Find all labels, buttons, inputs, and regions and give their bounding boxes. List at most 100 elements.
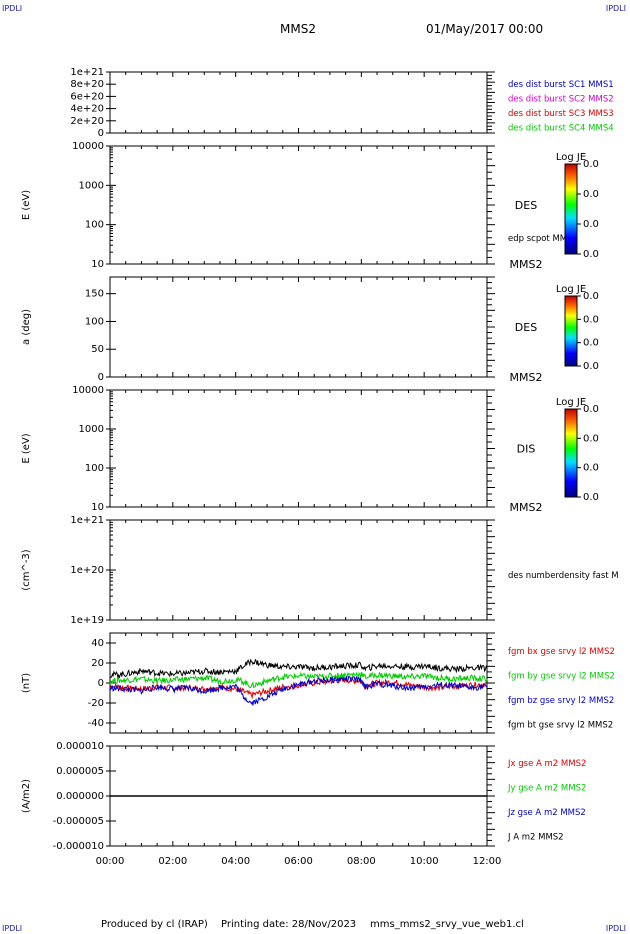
colorbar-tick-label: 0.0 [583, 433, 599, 444]
colorbar-tick-label: 0.0 [583, 338, 599, 349]
colorbar-tick-label: 0.0 [583, 219, 599, 230]
y-tick-label: 20 [91, 658, 104, 669]
colorbar-tick-label: 0.0 [583, 159, 599, 170]
legend-entry: des numberdensity fast M [508, 571, 619, 581]
colorbar-tick-label: 0.0 [583, 314, 599, 325]
footer-produced: Produced by cl (IRAP) [101, 919, 208, 930]
y-tick-label: 1e+20 [70, 565, 104, 576]
y-tick-label: 6e+20 [70, 91, 104, 102]
y-tick-label: 10000 [72, 385, 104, 396]
panel-frame [109, 276, 488, 378]
y-tick-label: 100 [85, 220, 104, 231]
date-title: 01/May/2017 00:00 [426, 22, 544, 36]
y-tick-label: 0.000000 [56, 791, 104, 802]
x-tick-label: 10:00 [410, 856, 439, 867]
x-tick-label: 04:00 [221, 856, 250, 867]
instrument-label: DES [515, 321, 537, 334]
footer-filename: mms_mms2_srvy_vue_web1.cl [370, 919, 524, 930]
y-tick-label: 100 [85, 463, 104, 474]
y-tick-label: 10 [91, 502, 104, 513]
x-tick-label: 08:00 [347, 856, 376, 867]
y-tick-label: -40 [88, 718, 104, 729]
panel-frame [109, 71, 488, 134]
legend-entry: des dist burst SC4 MMS4 [508, 124, 614, 134]
corner-label-top-right: IPDLI [605, 4, 626, 13]
colorbar-tick-label: 0.0 [583, 189, 599, 200]
legend-entry: fgm bx gse srvy l2 MMS2 [508, 647, 615, 657]
y-axis-label: (A/m2) [21, 779, 32, 813]
colorbar-tick-label: 0.0 [583, 492, 599, 503]
legend-entry: fgm bz gse srvy l2 MMS2 [508, 696, 614, 706]
y-axis-label: (cm^-3) [21, 549, 32, 590]
y-tick-label: 0 [98, 372, 104, 383]
y-tick-label: 50 [91, 344, 104, 355]
y-tick-label: 2e+20 [70, 116, 104, 127]
legend-entry: fgm by gse srvy l2 MMS2 [508, 672, 615, 682]
legend-entry: Jx gse A m2 MMS2 [507, 759, 586, 769]
series-line [109, 671, 488, 689]
y-tick-label: 10 [91, 259, 104, 270]
y-tick-label: 0.000005 [56, 766, 104, 777]
colorbar-tick-label: 0.0 [583, 361, 599, 372]
corner-label-top-left: IPDLI [2, 4, 23, 13]
spacecraft-sublabel: MMS2 [510, 501, 543, 514]
x-tick-label: 00:00 [96, 856, 125, 867]
y-tick-label: 1e+21 [70, 515, 104, 526]
colorbar [564, 163, 578, 255]
plot-area: 02e+204e+206e+208e+201e+2110100100010000… [21, 67, 619, 867]
y-tick-label: 150 [85, 289, 104, 300]
colorbar [564, 408, 578, 498]
spacecraft-title: MMS2 [280, 22, 316, 36]
colorbar-tick-label: 0.0 [583, 249, 599, 260]
y-tick-label: 1000 [79, 180, 104, 191]
y-tick-label: 40 [91, 638, 104, 649]
y-axis-label: E (eV) [21, 433, 32, 463]
panel-frame [109, 389, 488, 508]
colorbar [564, 295, 578, 367]
corner-label-bottom-left: IPDLI [2, 924, 23, 933]
y-tick-label: 10000 [72, 141, 104, 152]
y-tick-label: -20 [88, 698, 104, 709]
x-tick-label: 02:00 [158, 856, 187, 867]
legend-entry: Jz gse A m2 MMS2 [507, 808, 586, 818]
y-tick-label: 1000 [79, 424, 104, 435]
colorbar-tick-label: 0.0 [583, 463, 599, 474]
series-line [109, 675, 488, 706]
colorbar-tick-label: 0.0 [583, 291, 599, 302]
legend-entry: J A m2 MMS2 [507, 833, 564, 843]
instrument-label: DES [515, 199, 537, 212]
y-tick-label: 4e+20 [70, 104, 104, 115]
y-tick-label: 100 [85, 316, 104, 327]
x-tick-label: 12:00 [473, 856, 502, 867]
y-tick-label: 1e+21 [70, 67, 104, 78]
y-axis-label: E (eV) [21, 190, 32, 220]
y-tick-label: -0.000005 [53, 816, 104, 827]
y-tick-label: 0 [98, 128, 104, 139]
spacecraft-sublabel: MMS2 [510, 258, 543, 271]
footer-printing-date: Printing date: 28/Nov/2023 [221, 919, 357, 930]
legend-entry: des dist burst SC2 MMS2 [508, 95, 614, 105]
spacecraft-sublabel: MMS2 [510, 371, 543, 384]
colorbar-title: Log JE [556, 397, 586, 408]
colorbar-title: Log JE [556, 152, 586, 163]
y-tick-label: 8e+20 [70, 79, 104, 90]
x-tick-label: 06:00 [284, 856, 313, 867]
overlay-label: edp scpot MMS2 [508, 234, 578, 244]
y-tick-label: 0.000010 [56, 741, 104, 752]
legend-entry: Jy gse A m2 MMS2 [507, 784, 586, 794]
instrument-label: DIS [517, 443, 536, 456]
panel-frame [109, 519, 488, 621]
series-line [109, 658, 488, 680]
y-axis-label: a (deg) [21, 309, 32, 345]
colorbar-title: Log JE [556, 284, 586, 295]
legend-entry: fgm bt gse srvy l2 MMS2 [508, 721, 613, 731]
legend-entry: des dist burst SC1 MMS1 [508, 80, 614, 90]
panel-frame [109, 632, 488, 734]
y-tick-label: -0.000010 [53, 841, 104, 852]
field-series-group [109, 658, 488, 706]
colorbar-tick-label: 0.0 [583, 404, 599, 415]
y-tick-label: 0 [98, 678, 104, 689]
y-tick-label: 1e+19 [70, 615, 104, 626]
panel-frame [109, 145, 488, 265]
corner-label-bottom-right: IPDLI [605, 924, 626, 933]
